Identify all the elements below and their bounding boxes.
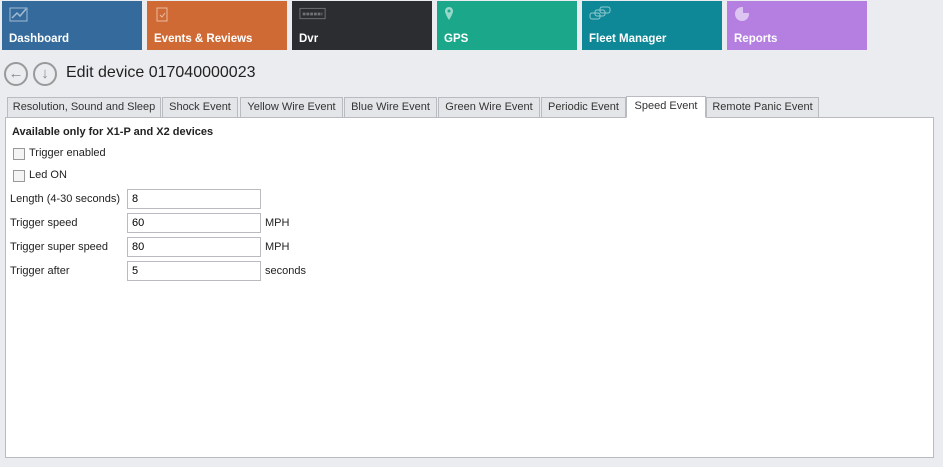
- trigger-super-speed-label: Trigger super speed: [10, 241, 109, 253]
- save-down-button[interactable]: ↓: [33, 62, 57, 86]
- nav-tile-fleet-manager[interactable]: Fleet Manager: [582, 1, 722, 50]
- nav-label: Fleet Manager: [589, 33, 667, 45]
- tab-periodic-event[interactable]: Periodic Event: [541, 97, 626, 118]
- nav-label: GPS: [444, 33, 469, 45]
- nav-tile-reports[interactable]: Reports: [727, 1, 867, 50]
- trigger-after-unit: seconds: [265, 265, 306, 277]
- nav-label: Reports: [734, 33, 778, 45]
- led-on-checkbox[interactable]: [13, 170, 25, 182]
- trigger-enabled-label: Trigger enabled: [29, 147, 106, 159]
- map-pin-icon: [445, 7, 453, 20]
- arrow-down-icon: ↓: [41, 65, 49, 82]
- tab-shock-event[interactable]: Shock Event: [162, 97, 238, 118]
- availability-note: Available only for X1-P and X2 devices: [12, 126, 214, 138]
- tab-yellow-wire-event[interactable]: Yellow Wire Event: [240, 97, 343, 118]
- cars-icon: [589, 6, 611, 20]
- back-button[interactable]: ←: [4, 62, 28, 86]
- trigger-speed-input[interactable]: [127, 213, 261, 233]
- trigger-after-input[interactable]: [127, 261, 261, 281]
- nav-tile-gps[interactable]: GPS: [437, 1, 577, 50]
- trigger-super-speed-input[interactable]: [127, 237, 261, 257]
- tab-resolution-sound-sleep[interactable]: Resolution, Sound and Sleep: [7, 97, 161, 118]
- clipboard-check-icon: [156, 7, 168, 22]
- tab-green-wire-event[interactable]: Green Wire Event: [438, 97, 540, 118]
- trigger-speed-label: Trigger speed: [10, 217, 78, 229]
- pie-chart-icon: [735, 7, 749, 21]
- tab-speed-event[interactable]: Speed Event: [626, 96, 706, 118]
- chart-line-icon: [9, 7, 28, 22]
- nav-label: Dashboard: [9, 33, 70, 45]
- tab-remote-panic-event[interactable]: Remote Panic Event: [706, 97, 819, 118]
- tab-blue-wire-event[interactable]: Blue Wire Event: [344, 97, 437, 118]
- nav-label: Events & Reviews: [154, 33, 253, 45]
- length-input[interactable]: [127, 189, 261, 209]
- led-on-label: Led ON: [29, 169, 67, 181]
- trigger-after-label: Trigger after: [10, 265, 70, 277]
- trigger-speed-unit: MPH: [265, 217, 290, 229]
- trigger-enabled-checkbox[interactable]: [13, 148, 25, 160]
- nav-tile-events-reviews[interactable]: Events & Reviews: [147, 1, 287, 50]
- nav-tile-dashboard[interactable]: Dashboard: [2, 1, 142, 50]
- trigger-super-speed-unit: MPH: [265, 241, 290, 253]
- arrow-left-icon: ←: [8, 65, 24, 82]
- dvr-logo-icon: [299, 7, 326, 20]
- page-title: Edit device 017040000023: [66, 64, 256, 81]
- nav-label: Dvr: [299, 33, 319, 45]
- length-label: Length (4-30 seconds): [10, 193, 121, 205]
- nav-tile-dvr[interactable]: Dvr: [292, 1, 432, 50]
- speed-event-panel: Available only for X1-P and X2 devices T…: [5, 117, 934, 458]
